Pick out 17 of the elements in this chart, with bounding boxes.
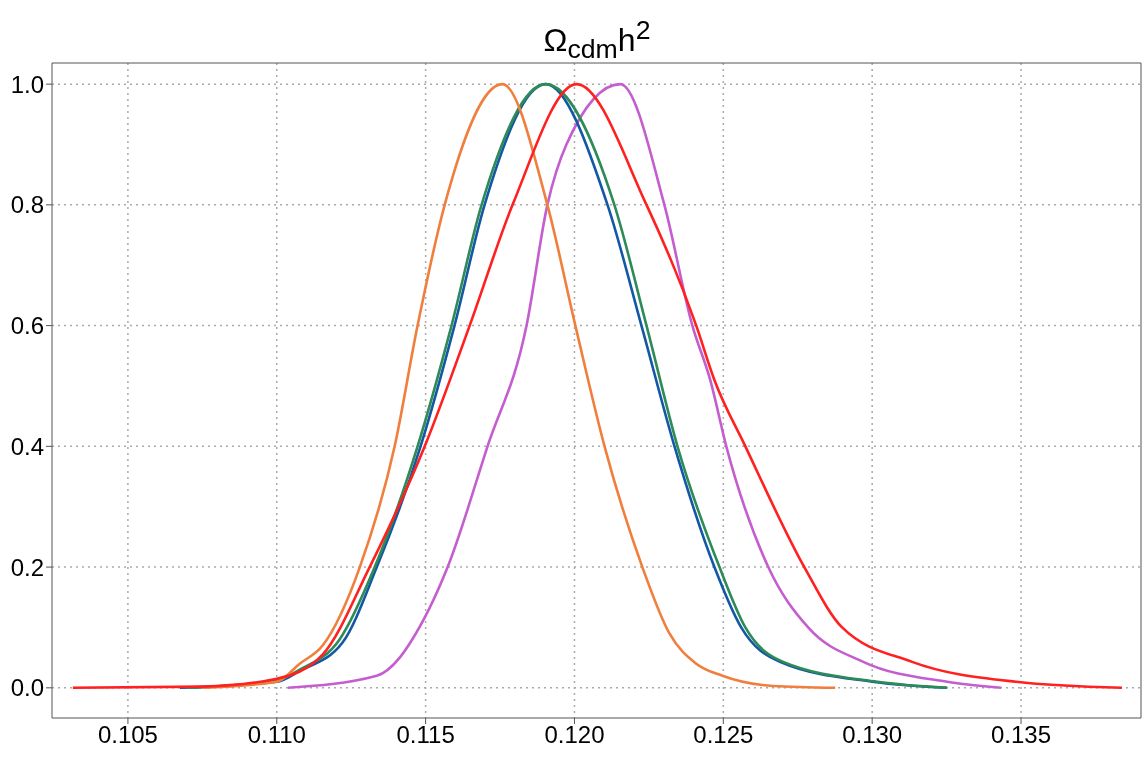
x-tick-label: 0.130: [842, 721, 903, 749]
line-series: [71, 82, 1124, 690]
y-tick-label: 1.0: [10, 70, 44, 98]
x-tick-label: 0.120: [544, 721, 605, 749]
x-tick-label: 0.115: [396, 721, 455, 749]
line-series: [286, 82, 1003, 690]
line-series: [200, 82, 837, 690]
x-tick-label: 0.125: [693, 721, 754, 749]
y-tick-label: 0.8: [10, 191, 44, 219]
y-tick-label: 0.4: [10, 432, 44, 460]
x-tick-label: 0.135: [990, 721, 1052, 749]
x-tick-label: 0.105: [97, 721, 158, 749]
y-tick-label: 0.2: [10, 553, 44, 581]
y-tick-label: 0.6: [10, 312, 44, 340]
chart-title: Ω$_{cdm}$h$^{2}$: [542, 14, 652, 65]
x-tick-label: 0.110: [247, 721, 306, 749]
y-tick-label: 0.0: [10, 674, 44, 702]
